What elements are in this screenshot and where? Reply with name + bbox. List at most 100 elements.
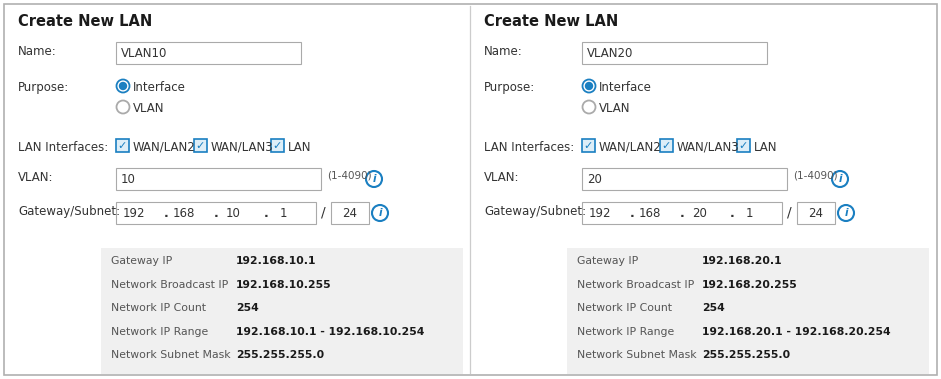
Text: 192: 192 xyxy=(122,207,145,220)
Text: VLAN:: VLAN: xyxy=(18,171,54,184)
Text: Create New LAN: Create New LAN xyxy=(18,14,152,29)
Text: .: . xyxy=(679,207,684,220)
FancyBboxPatch shape xyxy=(660,139,673,152)
FancyBboxPatch shape xyxy=(194,139,207,152)
Text: Network IP Range: Network IP Range xyxy=(577,327,675,337)
Text: 192.168.10.255: 192.168.10.255 xyxy=(236,280,331,290)
Text: Network Subnet Mask: Network Subnet Mask xyxy=(577,351,696,360)
Text: 24: 24 xyxy=(808,207,823,220)
FancyBboxPatch shape xyxy=(116,202,316,224)
FancyBboxPatch shape xyxy=(331,202,369,224)
Circle shape xyxy=(832,171,848,187)
FancyBboxPatch shape xyxy=(797,202,835,224)
Circle shape xyxy=(838,205,854,221)
Text: Gateway IP: Gateway IP xyxy=(577,256,638,266)
Text: LAN: LAN xyxy=(288,141,311,154)
Text: ✓: ✓ xyxy=(662,141,671,152)
FancyBboxPatch shape xyxy=(567,248,929,374)
Text: .: . xyxy=(630,207,634,220)
Text: WAN/LAN3: WAN/LAN3 xyxy=(677,141,740,154)
Text: 168: 168 xyxy=(172,207,195,220)
Text: 1: 1 xyxy=(746,207,753,220)
Text: .: . xyxy=(214,207,218,220)
Text: Gateway/Subnet:: Gateway/Subnet: xyxy=(484,205,586,218)
Text: ✓: ✓ xyxy=(739,141,748,152)
FancyBboxPatch shape xyxy=(582,42,767,64)
Text: 24: 24 xyxy=(343,207,358,220)
FancyBboxPatch shape xyxy=(271,139,284,152)
Text: (1-4090): (1-4090) xyxy=(327,171,372,181)
Text: Create New LAN: Create New LAN xyxy=(484,14,618,29)
Text: 10: 10 xyxy=(226,207,241,220)
Text: .: . xyxy=(263,207,268,220)
FancyBboxPatch shape xyxy=(4,4,937,375)
Text: Network Subnet Mask: Network Subnet Mask xyxy=(111,351,231,360)
Text: ✓: ✓ xyxy=(118,141,127,152)
FancyBboxPatch shape xyxy=(582,202,782,224)
Text: 20: 20 xyxy=(692,207,707,220)
Text: 192.168.20.1: 192.168.20.1 xyxy=(702,256,783,266)
Circle shape xyxy=(120,83,126,89)
Text: Network IP Count: Network IP Count xyxy=(111,303,206,313)
FancyBboxPatch shape xyxy=(116,42,301,64)
Text: LAN Interfaces:: LAN Interfaces: xyxy=(484,141,574,154)
Text: 168: 168 xyxy=(638,207,661,220)
Text: 255.255.255.0: 255.255.255.0 xyxy=(702,351,790,360)
Circle shape xyxy=(372,205,388,221)
Text: Interface: Interface xyxy=(133,81,186,94)
Text: 192: 192 xyxy=(588,207,611,220)
Text: Gateway/Subnet:: Gateway/Subnet: xyxy=(18,205,120,218)
Text: .: . xyxy=(164,207,168,220)
Text: WAN/LAN2: WAN/LAN2 xyxy=(133,141,196,154)
Circle shape xyxy=(117,80,130,92)
Text: Purpose:: Purpose: xyxy=(484,81,535,94)
FancyBboxPatch shape xyxy=(582,168,787,190)
Text: 192.168.10.1: 192.168.10.1 xyxy=(236,256,316,266)
FancyBboxPatch shape xyxy=(116,139,129,152)
Text: Gateway IP: Gateway IP xyxy=(111,256,172,266)
FancyBboxPatch shape xyxy=(582,139,595,152)
Text: VLAN20: VLAN20 xyxy=(587,47,633,60)
Circle shape xyxy=(582,80,596,92)
Text: VLAN: VLAN xyxy=(599,102,630,115)
Text: Network IP Count: Network IP Count xyxy=(577,303,672,313)
Text: /: / xyxy=(787,205,791,219)
Text: 192.168.10.1 - 192.168.10.254: 192.168.10.1 - 192.168.10.254 xyxy=(236,327,424,337)
Text: Network IP Range: Network IP Range xyxy=(111,327,208,337)
Text: VLAN:: VLAN: xyxy=(484,171,519,184)
Circle shape xyxy=(366,171,382,187)
Text: ✓: ✓ xyxy=(196,141,205,152)
Circle shape xyxy=(585,83,593,89)
Text: ✓: ✓ xyxy=(583,141,593,152)
Circle shape xyxy=(582,100,596,113)
Text: 192.168.20.1 - 192.168.20.254: 192.168.20.1 - 192.168.20.254 xyxy=(702,327,890,337)
Text: VLAN: VLAN xyxy=(133,102,165,115)
Text: WAN/LAN3: WAN/LAN3 xyxy=(211,141,274,154)
Circle shape xyxy=(117,100,130,113)
Text: ✓: ✓ xyxy=(273,141,282,152)
Text: .: . xyxy=(729,207,734,220)
Text: LAN Interfaces:: LAN Interfaces: xyxy=(18,141,108,154)
Text: 255.255.255.0: 255.255.255.0 xyxy=(236,351,324,360)
Text: Network Broadcast IP: Network Broadcast IP xyxy=(111,280,229,290)
Text: 10: 10 xyxy=(121,173,136,186)
Text: LAN: LAN xyxy=(754,141,777,154)
FancyBboxPatch shape xyxy=(737,139,750,152)
Text: WAN/LAN2: WAN/LAN2 xyxy=(599,141,662,154)
Text: 254: 254 xyxy=(236,303,259,313)
Text: Purpose:: Purpose: xyxy=(18,81,70,94)
Text: Interface: Interface xyxy=(599,81,652,94)
Text: i: i xyxy=(378,207,382,218)
Text: 192.168.20.255: 192.168.20.255 xyxy=(702,280,798,290)
Text: 20: 20 xyxy=(587,173,602,186)
Text: i: i xyxy=(844,207,848,218)
Text: Name:: Name: xyxy=(484,45,523,58)
Text: 1: 1 xyxy=(279,207,287,220)
Text: i: i xyxy=(373,174,375,183)
FancyBboxPatch shape xyxy=(101,248,463,374)
Text: /: / xyxy=(321,205,326,219)
Text: Network Broadcast IP: Network Broadcast IP xyxy=(577,280,694,290)
Text: VLAN10: VLAN10 xyxy=(121,47,167,60)
Text: (1-4090): (1-4090) xyxy=(793,171,837,181)
Text: 254: 254 xyxy=(702,303,725,313)
